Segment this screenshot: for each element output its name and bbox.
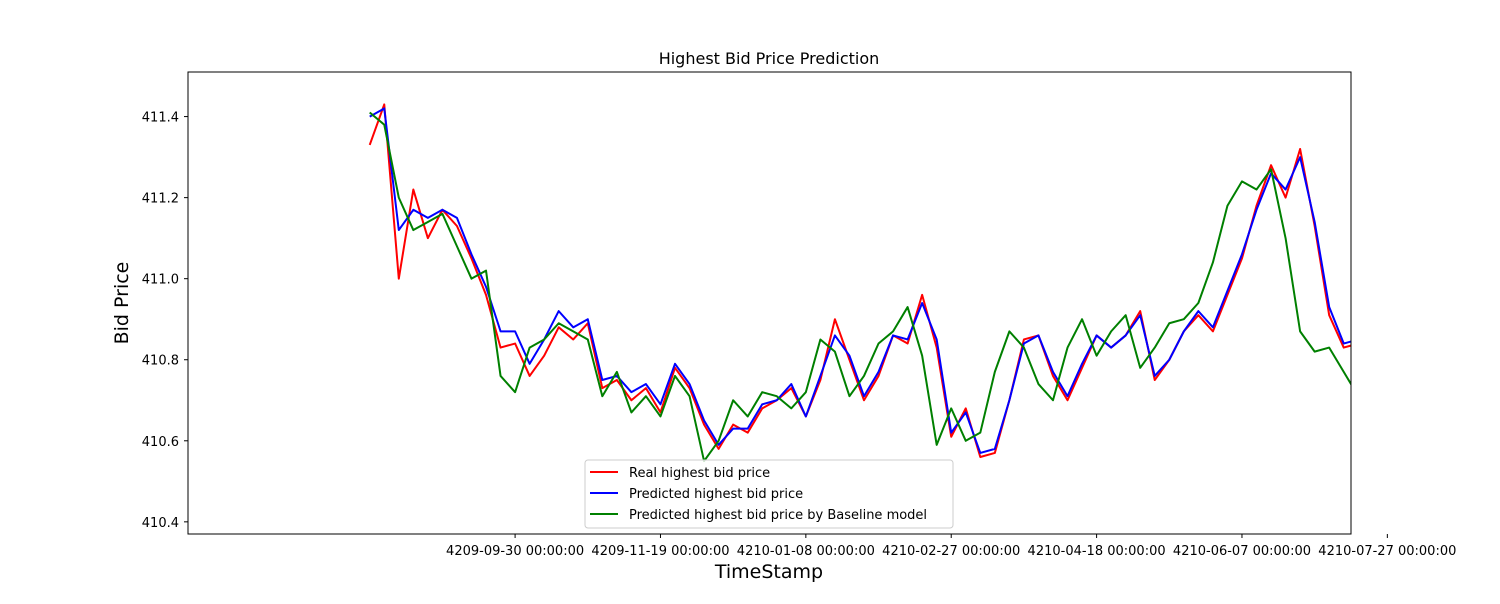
y-axis: 410.4 410.6 410.8 411.0 411.2 411.4 xyxy=(142,111,188,531)
x-tick-label: 4209-09-30 00:00:00 xyxy=(446,544,584,559)
legend-box xyxy=(584,459,954,529)
x-tick-label: 4209-11-19 00:00:00 xyxy=(591,544,729,559)
x-tick-label: 4210-04-18 00:00:00 xyxy=(1028,544,1166,559)
x-tick-label: 4210-01-08 00:00:00 xyxy=(737,544,875,559)
plot-area-frame xyxy=(187,71,1352,535)
series-line-3 xyxy=(369,111,1351,463)
y-tick-label: 411.4 xyxy=(142,111,179,126)
x-tick-label: 4210-06-07 00:00:00 xyxy=(1173,544,1311,559)
series-line-2 xyxy=(369,107,1351,454)
x-axis: 4209-09-30 00:00:00 4209-11-19 00:00:00 42… xyxy=(446,534,1456,559)
chart-title: Highest Bid Price Prediction xyxy=(659,49,880,68)
y-tick-label: 411.2 xyxy=(142,192,179,207)
x-tick-label: 4210-07-27 00:00:00 xyxy=(1318,544,1456,559)
series-layer xyxy=(368,103,1351,463)
x-tick-label: 4210-02-27 00:00:00 xyxy=(882,544,1020,559)
y-axis-label: Bid Price xyxy=(111,262,133,345)
y-tick-label: 411.0 xyxy=(142,273,179,288)
legend-label-1: Real highest bid price xyxy=(629,466,770,481)
legend: Real highest bid price Predicted highest … xyxy=(584,459,954,529)
y-tick-label: 410.6 xyxy=(142,435,179,450)
legend-label-3: Predicted highest bid price by Baseline … xyxy=(629,508,927,523)
legend-label-2: Predicted highest bid price xyxy=(629,487,803,502)
y-tick-label: 410.4 xyxy=(142,516,179,531)
x-axis-label: TimeStamp xyxy=(714,561,823,583)
y-tick-label: 410.8 xyxy=(142,354,179,369)
